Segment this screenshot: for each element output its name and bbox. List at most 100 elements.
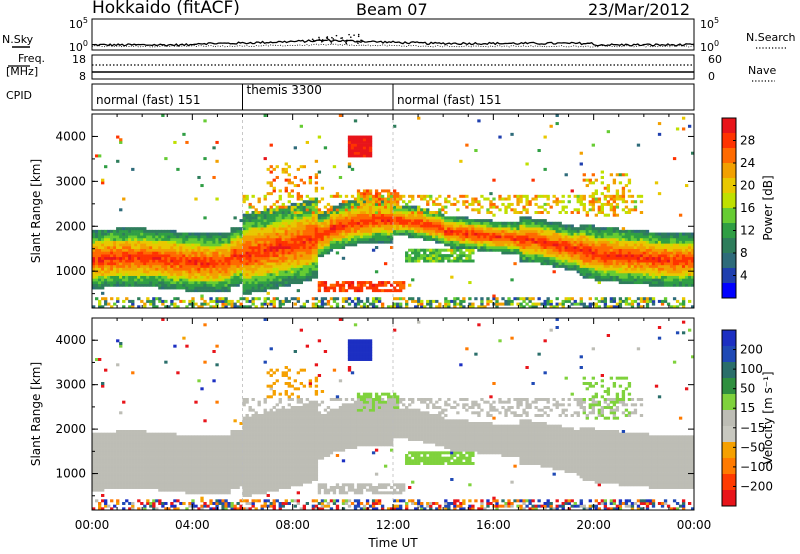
power-cell: [618, 243, 623, 247]
power-cell: [104, 237, 108, 241]
power-cell: [597, 305, 601, 309]
power-cell: [362, 194, 367, 198]
power-cell: [389, 235, 394, 239]
power-cell: [570, 259, 574, 263]
power-cell: [510, 202, 514, 206]
power-cell: [266, 264, 270, 268]
power-cell: [203, 243, 207, 247]
power-cell: [206, 232, 210, 236]
power-cell: [471, 221, 475, 225]
power-cell: [140, 229, 144, 233]
power-cell: [597, 232, 601, 236]
power-cell: [432, 256, 436, 260]
power-cell: [161, 302, 165, 306]
power-cell: [483, 224, 487, 228]
power-cell: [314, 264, 319, 268]
power-cell: [170, 275, 174, 279]
power-cell: [603, 240, 608, 244]
power-cell: [98, 286, 102, 290]
power-cell: [281, 216, 285, 220]
power-cell: [173, 283, 177, 287]
power-cell: [477, 208, 481, 212]
power-cell: [248, 272, 252, 276]
power-cell: [242, 286, 246, 290]
power-cell: [654, 278, 659, 282]
power-cell: [663, 256, 668, 260]
power-cell: [137, 229, 141, 233]
power-cell: [654, 264, 659, 268]
power-cell: [359, 140, 364, 144]
power-cell: [365, 135, 370, 139]
power-cell: [441, 227, 445, 231]
power-cell: [251, 213, 255, 217]
power-cell: [450, 248, 454, 252]
power-cell: [191, 278, 195, 282]
power-cell: [251, 278, 255, 282]
power-cell: [678, 254, 683, 258]
power-cell: [660, 232, 665, 236]
power-cell: [284, 211, 288, 214]
power-cell: [233, 275, 237, 279]
power-cell: [143, 262, 147, 266]
power-cell: [441, 208, 445, 212]
power-cell: [341, 211, 346, 214]
power-cell: [173, 297, 177, 301]
power-cell: [669, 281, 674, 285]
power-cell: [365, 149, 370, 153]
power-cell: [630, 267, 635, 271]
power-cell: [209, 283, 213, 287]
power-cell: [353, 219, 358, 223]
power-cell: [164, 251, 168, 255]
power-cell: [275, 232, 279, 236]
power-cell: [152, 240, 156, 244]
power-cell: [666, 262, 671, 266]
power-cell: [122, 275, 126, 279]
power-cell: [152, 262, 156, 266]
power-cell: [95, 270, 99, 274]
power-cell: [474, 232, 478, 236]
power-cell: [215, 302, 219, 306]
power-cell: [323, 216, 328, 220]
power-cell: [588, 251, 592, 255]
power-cell: [377, 289, 382, 293]
power-cell: [239, 302, 243, 306]
power-cell: [95, 256, 99, 260]
power-cell: [176, 248, 180, 252]
power-cell: [218, 259, 222, 263]
power-cell: [356, 146, 361, 150]
power-cell: [365, 219, 370, 223]
power-cell: [383, 224, 388, 228]
power-cell: [669, 246, 674, 250]
power-cell: [585, 240, 589, 244]
power-cell: [185, 278, 189, 282]
power-cell: [648, 246, 653, 250]
power-cell: [477, 227, 481, 231]
power-cell: [215, 246, 219, 250]
power-cell: [281, 275, 285, 279]
power-cell: [672, 267, 677, 271]
power-cell: [170, 251, 174, 255]
power-cell: [257, 286, 261, 290]
power-cell: [314, 189, 319, 193]
power-cell: [591, 197, 595, 201]
power-cell: [344, 229, 349, 233]
power-cell: [525, 202, 529, 206]
power-cell: [296, 167, 300, 171]
power-cell: [236, 256, 240, 260]
power-cell: [113, 270, 117, 274]
power-cell: [233, 302, 237, 306]
power-cell: [495, 205, 499, 209]
power-cell: [447, 194, 451, 198]
power-cell: [432, 221, 436, 225]
power-cell: [263, 157, 267, 161]
power-cell: [501, 248, 505, 252]
power-cell: [245, 297, 249, 301]
power-cell: [588, 237, 592, 241]
power-cell: [681, 262, 686, 266]
power-cell: [239, 237, 243, 241]
power-cell: [158, 278, 162, 282]
power-cell: [552, 200, 556, 204]
power-cell: [245, 221, 249, 225]
power-cell: [438, 224, 442, 228]
power-cell: [233, 264, 237, 268]
